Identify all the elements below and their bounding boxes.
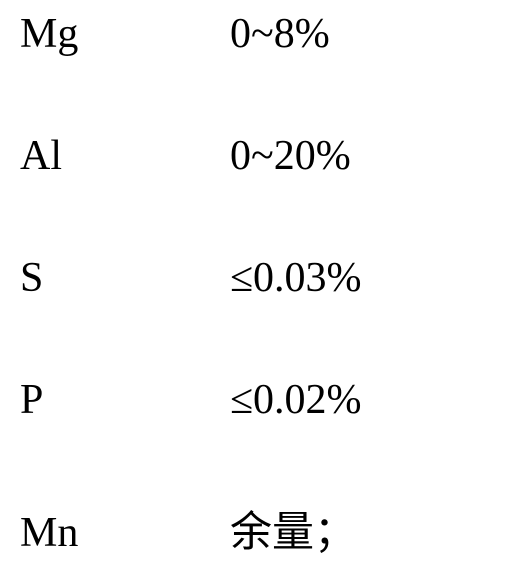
element-value: 0~20% [230,132,351,180]
table-row: Mg 0~8% [20,10,485,58]
element-value: ≤0.02% [230,376,362,424]
element-value: 余量； [230,498,356,559]
element-label: P [20,376,230,424]
element-label: Mn [20,509,230,557]
table-row: S ≤0.03% [20,254,485,302]
element-label: Al [20,132,230,180]
table-row: Al 0~20% [20,132,485,180]
table-row: Mn 余量； [20,498,485,559]
element-label: Mg [20,10,230,58]
element-value: ≤0.03% [230,254,362,302]
element-label: S [20,254,230,302]
table-row: P ≤0.02% [20,376,485,424]
composition-table: Mg 0~8% Al 0~20% S ≤0.03% P ≤0.02% Mn 余量… [20,10,485,559]
element-value: 0~8% [230,10,330,58]
